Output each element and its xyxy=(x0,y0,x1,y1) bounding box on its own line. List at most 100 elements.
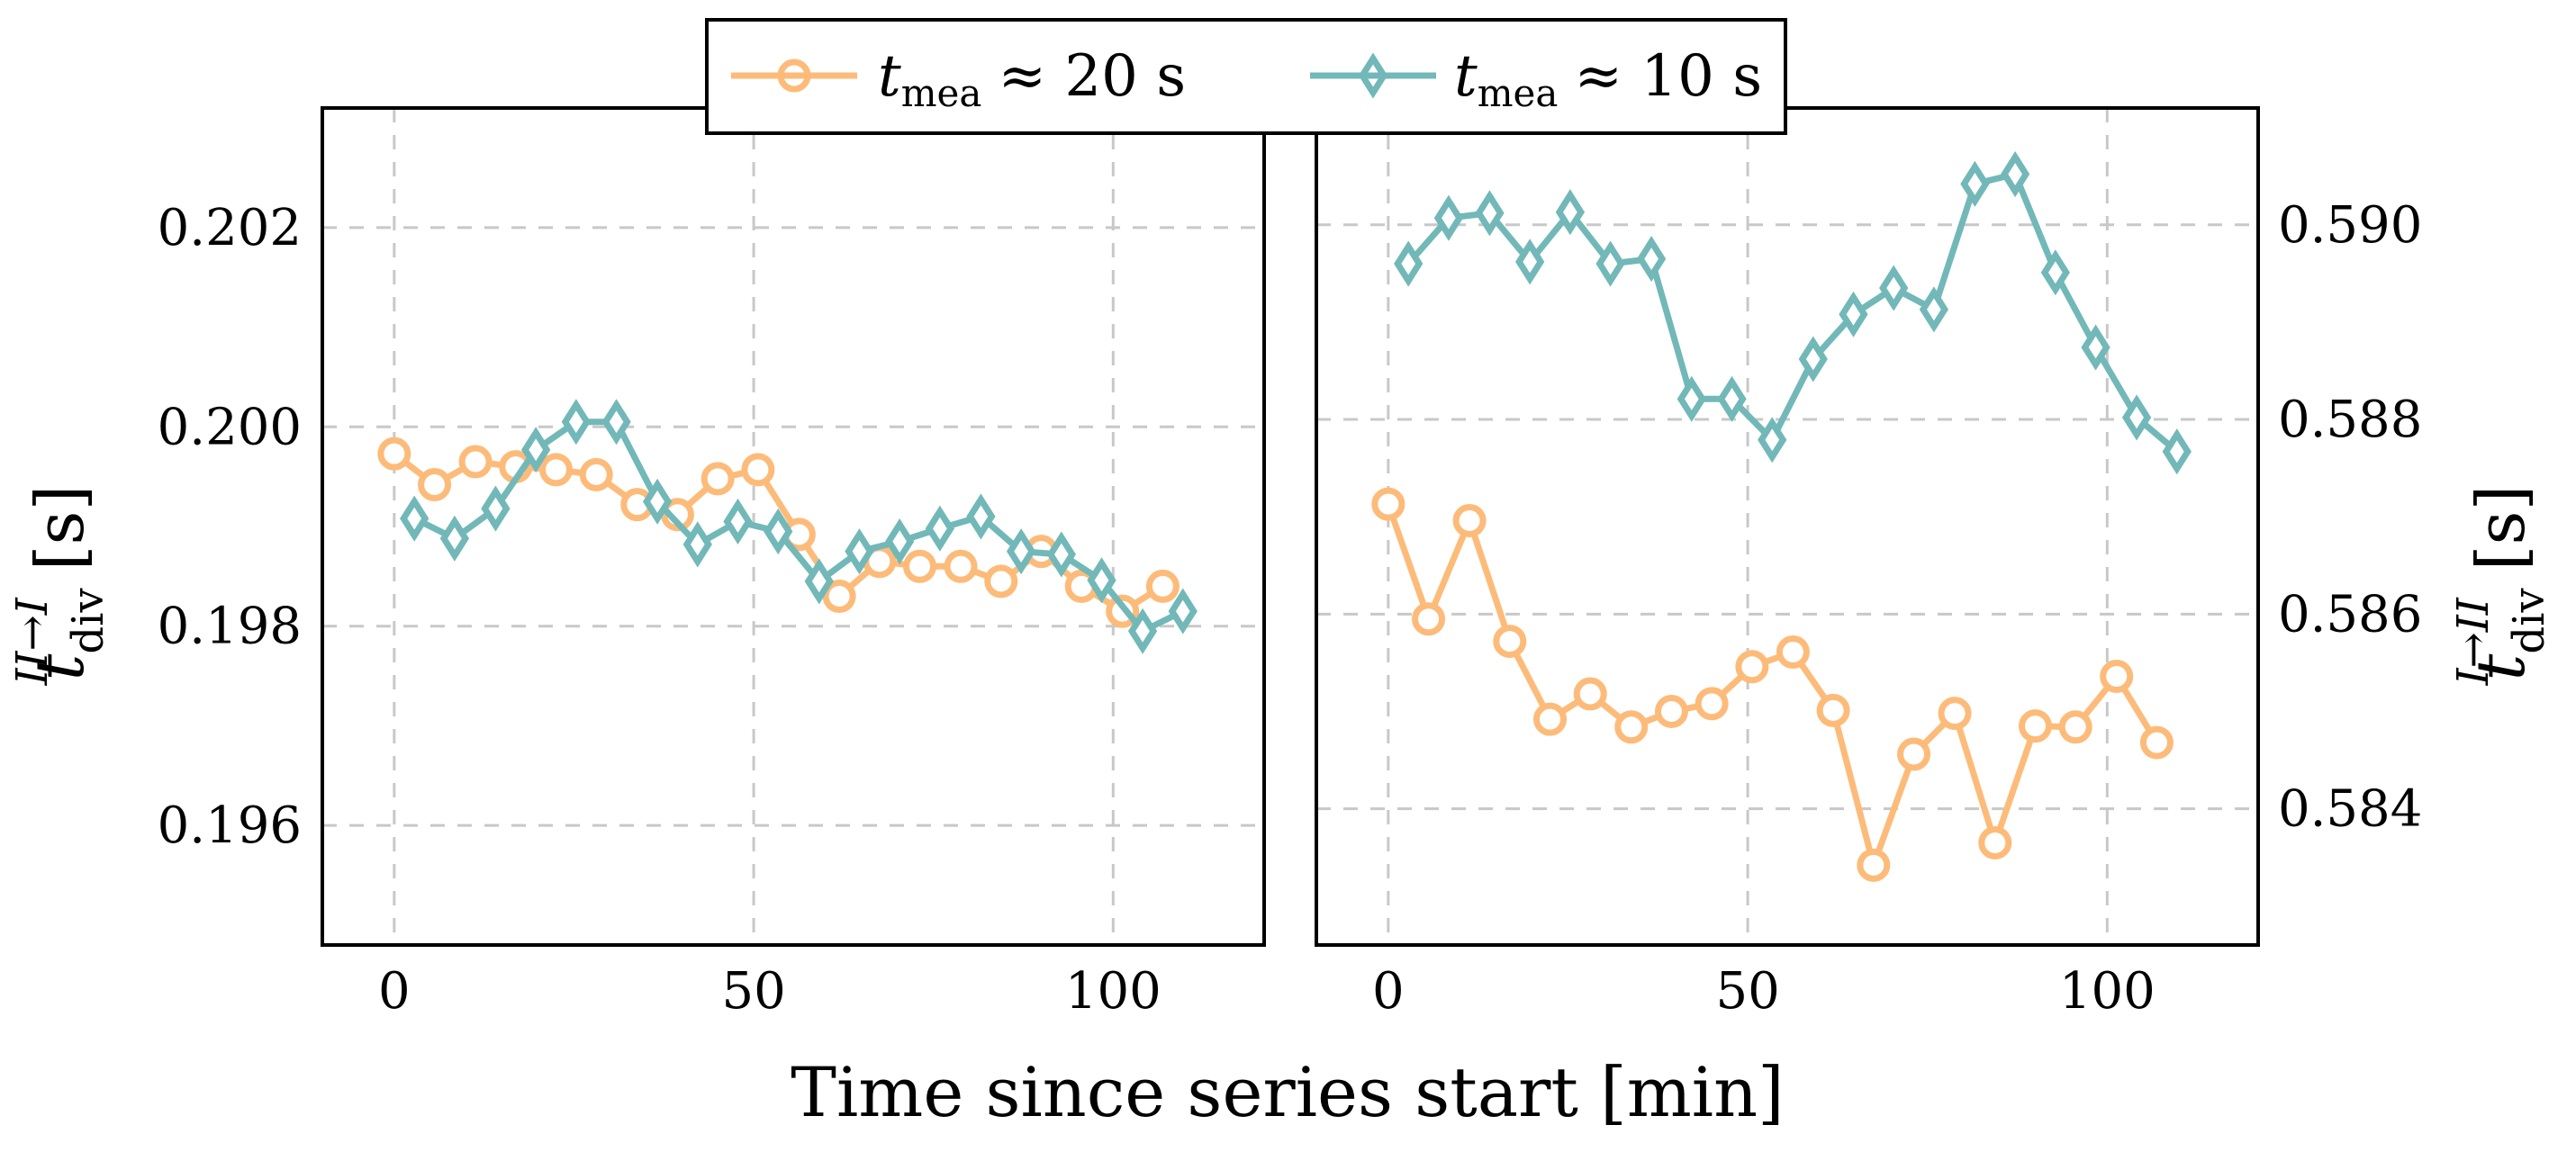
left-point-s1-0 xyxy=(400,495,429,542)
right-point-s1-4 xyxy=(1555,189,1585,236)
left-point-s0-9 xyxy=(741,453,775,487)
left-point-s1-18 xyxy=(1127,608,1158,654)
panel-left: 0 50 100 0.196 0.198 0.200 0.202 xyxy=(158,106,1266,1021)
right-ytick-label-0: 0.584 xyxy=(2278,780,2422,839)
right-ylabel-sub: div xyxy=(2504,588,2554,653)
legend-box xyxy=(705,18,1787,135)
left-point-s0-5 xyxy=(579,457,613,491)
right-xtick-label-0: 0 xyxy=(1372,962,1405,1021)
right-ytick-label-3: 0.590 xyxy=(2278,196,2422,255)
right-ylabel-symbol: t xyxy=(2463,653,2540,680)
legend-swatch-marker-10s xyxy=(1358,52,1388,99)
left-point-s1-8 xyxy=(723,498,753,545)
right-point-s0-13 xyxy=(1897,737,1931,771)
right-point-s0-5 xyxy=(1573,677,1607,711)
left-point-s1-9 xyxy=(764,508,793,555)
left-point-s1-10 xyxy=(804,558,834,605)
legend-label-10s: tmea ≈ 10 s xyxy=(1454,43,1762,115)
left-point-s0-4 xyxy=(539,453,574,487)
right-series-line-0 xyxy=(1385,502,2160,868)
right-point-s0-9 xyxy=(1735,650,1769,684)
svg-text:tdivII→I[s]: tdivII→I [s] xyxy=(7,485,113,687)
left-point-s1-19 xyxy=(1168,588,1198,634)
left-xtick-label-1: 50 xyxy=(721,962,785,1021)
right-point-s0-18 xyxy=(2100,660,2134,694)
right-point-s1-11 xyxy=(1839,291,1868,338)
right-point-s0-4 xyxy=(1533,702,1568,736)
right-point-s1-5 xyxy=(1595,240,1625,287)
left-ylabel-unit: [s] xyxy=(22,485,99,572)
right-point-s0-7 xyxy=(1654,694,1688,728)
left-point-s0-2 xyxy=(458,445,493,479)
left-point-s0-8 xyxy=(700,462,735,496)
right-point-s1-9 xyxy=(1758,417,1787,464)
left-point-s0-11 xyxy=(822,580,856,613)
left-y-axis-label: tdivII→I [s] xyxy=(7,485,113,687)
right-point-s1-1 xyxy=(1433,194,1464,241)
right-point-s1-7 xyxy=(1677,375,1706,422)
left-point-s1-13 xyxy=(925,505,955,552)
right-point-s1-2 xyxy=(1475,190,1505,237)
right-point-s1-14 xyxy=(1960,160,1990,207)
right-xtick-label-2: 100 xyxy=(2059,962,2156,1021)
right-point-s1-18 xyxy=(2121,394,2152,441)
left-xtick-label-0: 0 xyxy=(378,962,411,1021)
left-point-s1-3 xyxy=(521,427,551,473)
left-point-s0-19 xyxy=(1145,569,1180,603)
left-point-s1-15 xyxy=(1006,528,1036,575)
left-point-s1-7 xyxy=(682,521,712,568)
right-point-s1-3 xyxy=(1515,238,1545,285)
left-point-s1-5 xyxy=(601,399,631,446)
left-point-s0-0 xyxy=(377,436,411,471)
right-point-s1-15 xyxy=(2000,150,2030,198)
left-point-s0-7 xyxy=(660,498,694,532)
right-point-s0-6 xyxy=(1614,710,1649,744)
svg-text:tdivI→II[s]: tdivI→II [s] xyxy=(2448,485,2554,687)
right-point-s0-3 xyxy=(1493,625,1527,659)
right-point-s0-19 xyxy=(2139,725,2174,760)
left-point-s1-1 xyxy=(439,515,470,562)
right-point-s0-12 xyxy=(1857,848,1891,882)
left-point-s0-13 xyxy=(903,549,937,583)
left-point-s0-14 xyxy=(944,549,978,583)
left-xtick-label-2: 100 xyxy=(1065,962,1161,1021)
right-point-s1-19 xyxy=(2162,428,2192,475)
legend: tmea ≈ 20 s tmea ≈ 10 s xyxy=(705,18,1787,135)
right-point-s0-2 xyxy=(1452,504,1487,538)
left-point-s1-11 xyxy=(845,528,874,575)
panel-right: 0 50 100 0.584 0.586 0.588 0.590 xyxy=(1315,106,2422,1021)
left-ytick-label-2: 0.200 xyxy=(158,398,302,456)
right-point-s1-8 xyxy=(1717,375,1747,422)
legend-label-20s: tmea ≈ 20 s xyxy=(878,43,1186,115)
left-point-s1-6 xyxy=(642,478,673,525)
right-ytick-label-1: 0.586 xyxy=(2278,585,2422,644)
right-point-s0-10 xyxy=(1776,635,1810,669)
left-point-s1-12 xyxy=(885,518,915,565)
right-ylabel-sup: I→II xyxy=(2448,597,2499,686)
left-point-s1-14 xyxy=(966,493,996,540)
legend-swatch-marker-20s xyxy=(777,58,811,93)
left-point-s1-16 xyxy=(1046,531,1076,578)
right-ylabel-unit: [s] xyxy=(2463,485,2540,572)
right-point-s1-12 xyxy=(1879,265,1909,311)
right-point-s0-11 xyxy=(1816,693,1850,727)
left-ytick-label-0: 0.196 xyxy=(158,796,302,855)
left-point-s0-1 xyxy=(418,468,452,501)
right-series-line-1 xyxy=(1406,171,2180,454)
right-point-s1-0 xyxy=(1394,240,1424,287)
right-point-s0-15 xyxy=(1978,825,2012,860)
right-ytick-label-2: 0.588 xyxy=(2278,391,2422,449)
right-point-s0-14 xyxy=(1938,697,1972,731)
right-point-s1-16 xyxy=(2040,249,2070,296)
left-ytick-label-1: 0.198 xyxy=(158,598,302,656)
left-ylabel-sup: II→I xyxy=(7,597,58,686)
left-ylabel-symbol: t xyxy=(22,653,99,680)
left-point-s0-15 xyxy=(984,564,1018,598)
legend-entry-20s: tmea ≈ 20 s xyxy=(731,43,1186,115)
right-point-s1-13 xyxy=(1919,286,1949,333)
legend-entry-10s: tmea ≈ 10 s xyxy=(1310,43,1762,115)
x-axis-label: Time since series start [min] xyxy=(791,1052,1784,1132)
right-point-s0-1 xyxy=(1412,602,1446,636)
